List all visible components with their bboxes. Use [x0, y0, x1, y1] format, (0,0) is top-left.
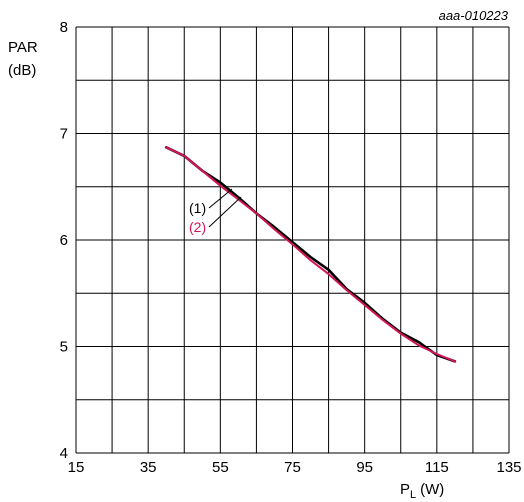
series-line-2	[165, 146, 456, 363]
callout-leader-series-1	[208, 188, 233, 209]
callout-label-series-2: (2)	[189, 219, 206, 235]
x-tick-label: 95	[356, 459, 373, 476]
y-tick-label: 4	[60, 445, 68, 462]
x-tick-label: 55	[212, 459, 229, 476]
callout-leader-series-2	[208, 196, 242, 228]
callout-label-series-1: (1)	[189, 200, 206, 216]
series-line-1	[164, 146, 457, 363]
x-axis-label-symbol: P	[400, 481, 410, 498]
y-tick-label: 6	[60, 232, 68, 249]
tick-labels: 15 35 55 75 95 115 135 4 5 6 7 8	[60, 19, 522, 476]
x-axis-label-subscript: L	[410, 489, 416, 501]
y-axis-label-line2: (dB)	[8, 62, 36, 79]
y-tick-label: 8	[60, 19, 68, 36]
x-axis-label-unit: (W)	[420, 481, 444, 498]
x-tick-label: 135	[496, 459, 521, 476]
reference-code: aaa-010223	[439, 8, 509, 23]
x-tick-label: 75	[284, 459, 301, 476]
grid	[75, 26, 510, 454]
series-lines	[164, 146, 457, 363]
y-tick-label: 5	[60, 339, 68, 356]
callout-series-1: (1)	[189, 188, 233, 216]
x-tick-label: 115	[425, 459, 449, 476]
y-tick-label: 7	[60, 126, 68, 143]
x-tick-label: 15	[68, 459, 85, 476]
callout-series-2: (2)	[189, 196, 242, 235]
y-axis-label-line1: PAR	[8, 39, 38, 56]
x-axis-label: PL (W)	[400, 481, 444, 501]
x-tick-label: 35	[140, 459, 157, 476]
